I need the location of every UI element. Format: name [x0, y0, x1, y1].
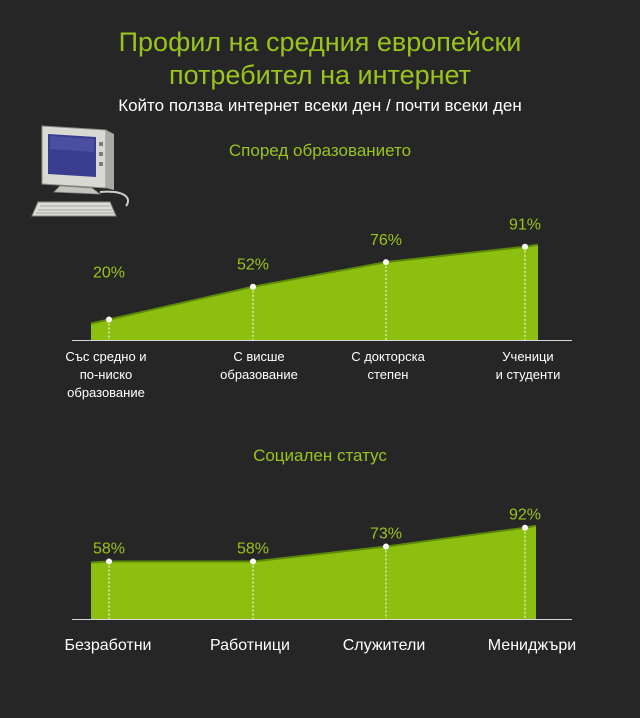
education-value-label: 76%: [370, 232, 402, 249]
education-category-label: Със средно и: [65, 349, 146, 364]
education-value-label: 20%: [93, 265, 125, 282]
education-data-point: [522, 243, 528, 250]
education-data-point: [250, 283, 256, 290]
education-category-label: С докторска: [351, 349, 425, 364]
education-category-label: С висше: [233, 349, 284, 364]
computer-icon: [30, 122, 140, 227]
education-category-label: и студенти: [496, 367, 561, 382]
status-data-point: [383, 543, 389, 550]
page-subtitle: Който ползва интернет всеки ден / почти …: [118, 96, 522, 115]
status-area: [91, 525, 536, 619]
status-value-label: 58%: [93, 540, 125, 557]
education-category-label: образование: [220, 367, 298, 382]
status-category-label: Служители: [343, 637, 426, 654]
status-value-label: 92%: [509, 507, 541, 524]
status-data-point: [106, 558, 112, 565]
status-category-label: Безработни: [65, 637, 152, 654]
status-category-label: Работници: [210, 637, 290, 654]
education-category-label: образование: [67, 385, 145, 400]
status-data-point: [250, 558, 256, 565]
status-value-label: 58%: [237, 540, 269, 557]
education-value-label: 91%: [509, 217, 541, 234]
education-area: [91, 244, 538, 340]
education-category-label: Ученици: [502, 349, 553, 364]
page-title: Профил на средния европейски потребител …: [0, 26, 640, 92]
status-data-point: [522, 524, 528, 531]
status-value-label: 73%: [370, 526, 402, 543]
education-data-point: [106, 316, 112, 323]
social-status-chart-title: Социален статус: [253, 446, 387, 465]
education-chart-title: Според образованието: [228, 141, 412, 160]
page-title-line-1: Профил на средния европейски: [118, 27, 522, 57]
education-category-label: степен: [368, 367, 409, 382]
education-data-point: [383, 259, 389, 266]
page-title-line-2: потребител на интернет: [168, 60, 472, 90]
status-category-label: Мениджъри: [488, 637, 576, 654]
education-value-label: 52%: [237, 257, 269, 274]
education-area-chart: 20% Със средно и по-ниско образование 52% С в…: [65, 217, 572, 400]
education-category-label: по-ниско: [80, 367, 133, 382]
